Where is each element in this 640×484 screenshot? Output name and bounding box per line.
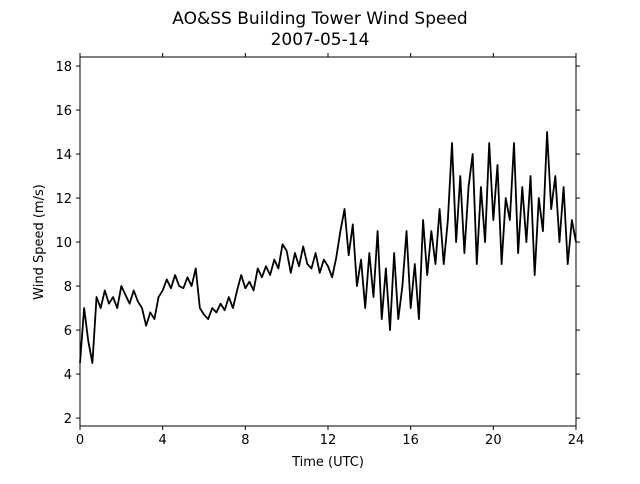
y-tick-label: 18 xyxy=(55,60,72,75)
x-axis-label: Time (UTC) xyxy=(291,455,364,470)
x-tick-label: 16 xyxy=(402,433,419,448)
chart-subtitle: 2007-05-14 xyxy=(271,30,370,50)
data-line xyxy=(79,131,577,364)
chart-title: AO&SS Building Tower Wind Speed xyxy=(172,9,467,29)
x-tick-label: 20 xyxy=(485,433,502,448)
y-tick-label: 10 xyxy=(55,236,72,251)
y-tick-label: 4 xyxy=(64,368,72,383)
x-tick-label: 4 xyxy=(159,433,167,448)
y-tick-label: 2 xyxy=(64,412,72,427)
y-tick-label: 16 xyxy=(55,104,72,119)
plot-frame xyxy=(79,56,577,427)
x-tick-label: 0 xyxy=(76,433,84,448)
y-tick-label: 6 xyxy=(64,324,72,339)
x-tick-label: 12 xyxy=(320,433,337,448)
x-tick-label: 24 xyxy=(568,433,585,448)
y-tick-label: 12 xyxy=(55,192,72,207)
y-tick-label: 8 xyxy=(64,280,72,295)
y-axis-label: Wind Speed (m/s) xyxy=(32,184,47,300)
x-tick-label: 8 xyxy=(241,433,249,448)
y-tick-label: 14 xyxy=(55,148,72,163)
